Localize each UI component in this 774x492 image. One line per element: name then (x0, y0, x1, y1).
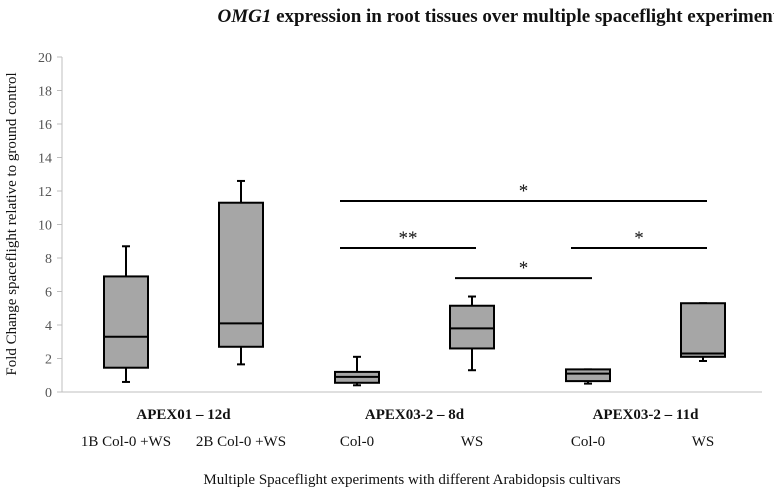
y-axis-label: Fold Change spaceflight relative to grou… (4, 72, 20, 375)
box-iqr (680, 302, 726, 358)
significance-label: ** (399, 228, 418, 249)
y-tick-label: 0 (45, 386, 52, 401)
category-label: Col-0 (340, 434, 374, 450)
category-label: WS (461, 434, 484, 450)
chart-title-gene: OMG1 (218, 6, 272, 27)
x-axis-label: Multiple Spaceflight experiments with di… (203, 472, 620, 488)
y-tick-label: 6 (45, 286, 52, 301)
significance-label: * (634, 228, 644, 249)
chart-marks: 0 2 4 6 8 10 12 14 16 18 20 1B Col-0 +WS 2B Col-0 +W… (38, 51, 762, 450)
y-tick-label: 2 (45, 353, 52, 368)
group-label: APEX03-2 – 8d (365, 407, 465, 423)
y-tick-label: 10 (38, 219, 52, 234)
y-tick-label: 18 (38, 85, 52, 100)
box-iqr (218, 201, 264, 348)
box-iqr (449, 304, 495, 350)
y-tick-label: 8 (45, 252, 52, 267)
chart-title: OMG1 expression in root tissues over mul… (218, 6, 774, 27)
box-iqr (103, 275, 149, 369)
y-tick-label: 20 (38, 51, 52, 66)
group-label: APEX03-2 – 11d (593, 407, 700, 423)
category-label: WS (692, 434, 715, 450)
y-tick-label: 4 (45, 319, 52, 334)
significance-label: * (519, 258, 529, 279)
y-tick-label: 12 (38, 185, 52, 200)
category-label: Col-0 (571, 434, 605, 450)
chart-title-rest: expression in root tissues over multiple… (271, 6, 774, 27)
category-label: 2B Col-0 +WS (196, 434, 286, 450)
y-tick-label: 14 (38, 152, 52, 167)
significance-label: * (519, 181, 529, 202)
y-tick-label: 16 (38, 118, 52, 133)
group-label: APEX01 – 12d (136, 407, 231, 423)
box-iqr (565, 368, 611, 383)
category-label: 1B Col-0 +WS (81, 434, 171, 450)
